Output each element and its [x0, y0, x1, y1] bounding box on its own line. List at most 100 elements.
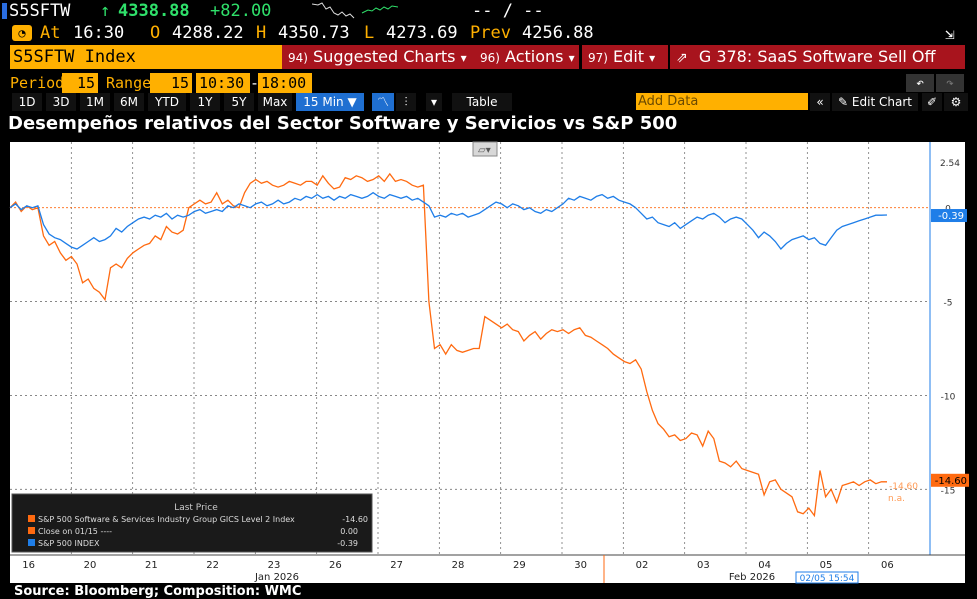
security-field[interactable]: S5SFTW Index: [10, 45, 283, 69]
sp500-series-line: [9, 191, 888, 250]
month-label-jan: Jan 2026: [254, 572, 299, 583]
redo-icon[interactable]: ↷: [936, 74, 964, 92]
x-tick-label: 04: [758, 560, 771, 571]
chevron-down-icon: ▾: [649, 51, 656, 65]
legend-header: Last Price: [174, 503, 218, 513]
range-1y-button[interactable]: 1Y: [190, 93, 220, 111]
legend-entry-sp500: S&P 500 INDEX: [38, 539, 100, 548]
legend-swatch-close: [28, 527, 35, 534]
range-max-button[interactable]: Max: [258, 93, 292, 111]
gridlines: [10, 142, 930, 555]
x-tick-label: 26: [329, 560, 342, 571]
legend-box: [11, 493, 373, 553]
cursor-date: 02/05 15:54: [800, 574, 855, 584]
ticker-marker: [2, 3, 7, 19]
edit-chart-button[interactable]: ✎ Edit Chart: [832, 93, 918, 111]
actions-number: 96): [480, 51, 500, 65]
quote-header: S5SFTW ↑ 4338.88 +82.00 -- / --: [0, 0, 977, 22]
ghost-value: -14.60: [889, 482, 918, 492]
line-chart-icon[interactable]: 〽: [372, 93, 394, 111]
month-label-feb: Feb 2026: [729, 572, 775, 583]
legend-value-close: 0.00: [340, 527, 358, 536]
actions-button[interactable]: 96) Actions ▾: [474, 45, 579, 69]
chevron-down-icon: ▾: [460, 51, 467, 65]
pencil-icon: ✎: [838, 95, 849, 109]
undo-icon[interactable]: ↶: [906, 74, 934, 92]
open-label: O: [150, 23, 161, 43]
x-tick-label: 28: [452, 560, 465, 571]
open-value: 4288.22: [172, 23, 244, 43]
chart-source: Source: Bloomberg; Composition: WMC: [14, 584, 302, 599]
toolbar-row: S5SFTW Index 94) Suggested Charts ▾ 96) …: [0, 45, 977, 69]
legend-swatch-sp500: [28, 539, 35, 546]
legend-swatch-software: [28, 515, 35, 522]
legend-entry-software: S&P 500 Software & Services Industry Gro…: [38, 515, 295, 524]
annotate-icon[interactable]: ✐: [922, 93, 942, 111]
x-axis-labels: 16 20 21 22 23 26 27 28 29 30 02 03 04 05 06: [22, 560, 893, 571]
add-data-input[interactable]: Add Data: [636, 93, 808, 110]
cursor-date-box: [795, 571, 859, 584]
x-tick-label: 20: [84, 560, 97, 571]
x-tick-label: 29: [513, 560, 526, 571]
end-time-field[interactable]: 18:00: [258, 73, 312, 93]
low-label: L: [364, 23, 375, 43]
range-1d-button[interactable]: 1D: [12, 93, 42, 111]
range-buttons: 1D 3D 1M 6M YTD 1Y 5Y Max 15 Min ▼ 〽 ⫶ ▾…: [0, 93, 977, 111]
x-tick-label: 05: [820, 560, 833, 571]
legend: Last Price S&P 500 Software & Services I…: [11, 493, 373, 553]
suggested-charts-button[interactable]: 94) Suggested Charts ▾: [282, 45, 480, 69]
high-value: 4350.73: [278, 23, 350, 43]
edit-chart-label: Edit Chart: [851, 95, 912, 109]
software-end-tag: [931, 473, 969, 487]
range-field[interactable]: 15: [150, 73, 192, 93]
period-label: Period: [10, 74, 65, 92]
plot-area: [10, 142, 930, 555]
actions-label: Actions: [505, 47, 564, 66]
edit-label: Edit: [613, 47, 645, 66]
software-end-label: -14.60: [935, 476, 967, 487]
low-value: 4273.69: [386, 23, 458, 43]
legend-value-software: -14.60: [342, 515, 368, 524]
group-button[interactable]: ⇗ G 378: SaaS Software Sell Off: [670, 45, 965, 69]
last-price: 4338.88: [118, 1, 190, 21]
edit-number: 97): [588, 51, 608, 65]
gear-icon[interactable]: ⚙: [944, 93, 968, 111]
edit-button[interactable]: 97) Edit ▾: [582, 45, 668, 69]
period-field[interactable]: 15: [62, 73, 98, 93]
chart-type-chevron-icon[interactable]: ▾: [426, 93, 442, 111]
chevron-down-icon: ▾: [568, 51, 575, 65]
ticker: S5SFTW: [9, 1, 71, 21]
interval-dropdown[interactable]: 15 Min ▼: [296, 93, 364, 111]
time-dash: -: [250, 74, 260, 92]
chart-style-icon[interactable]: [472, 141, 498, 157]
x-tick-label: 03: [697, 560, 710, 571]
legend-entry-close: Close on 01/15 ----: [38, 527, 112, 536]
at-label: At: [40, 23, 61, 43]
bid-ask: -- / --: [472, 1, 544, 21]
candle-chart-icon[interactable]: ⫶: [396, 93, 416, 111]
range-6m-button[interactable]: 6M: [114, 93, 144, 111]
range-3d-button[interactable]: 3D: [46, 93, 76, 111]
y-tick-label: -10: [941, 392, 956, 402]
series-lines: [9, 172, 888, 518]
start-time-field[interactable]: 10:30: [196, 73, 250, 93]
clock-icon: ◔: [12, 25, 32, 41]
y-tick-label: -15: [941, 486, 956, 496]
range-1m-button[interactable]: 1M: [80, 93, 110, 111]
x-tick-label: 02: [636, 560, 649, 571]
x-tick-label: 06: [881, 560, 894, 571]
x-tick-label: 22: [206, 560, 219, 571]
pointer-icon[interactable]: ⇲: [945, 24, 955, 43]
suggested-label: Suggested Charts: [313, 47, 456, 66]
high-label: H: [256, 23, 267, 43]
range-label: Range: [106, 74, 152, 92]
x-tick-label: 16: [22, 560, 35, 571]
suggested-number: 94): [288, 51, 308, 65]
range-5y-button[interactable]: 5Y: [224, 93, 254, 111]
y-top-label: 2.54: [940, 159, 960, 169]
table-button[interactable]: Table: [452, 93, 512, 111]
collapse-icon[interactable]: «: [810, 93, 830, 111]
range-ytd-button[interactable]: YTD: [148, 93, 186, 111]
software-series-line: [9, 172, 887, 518]
